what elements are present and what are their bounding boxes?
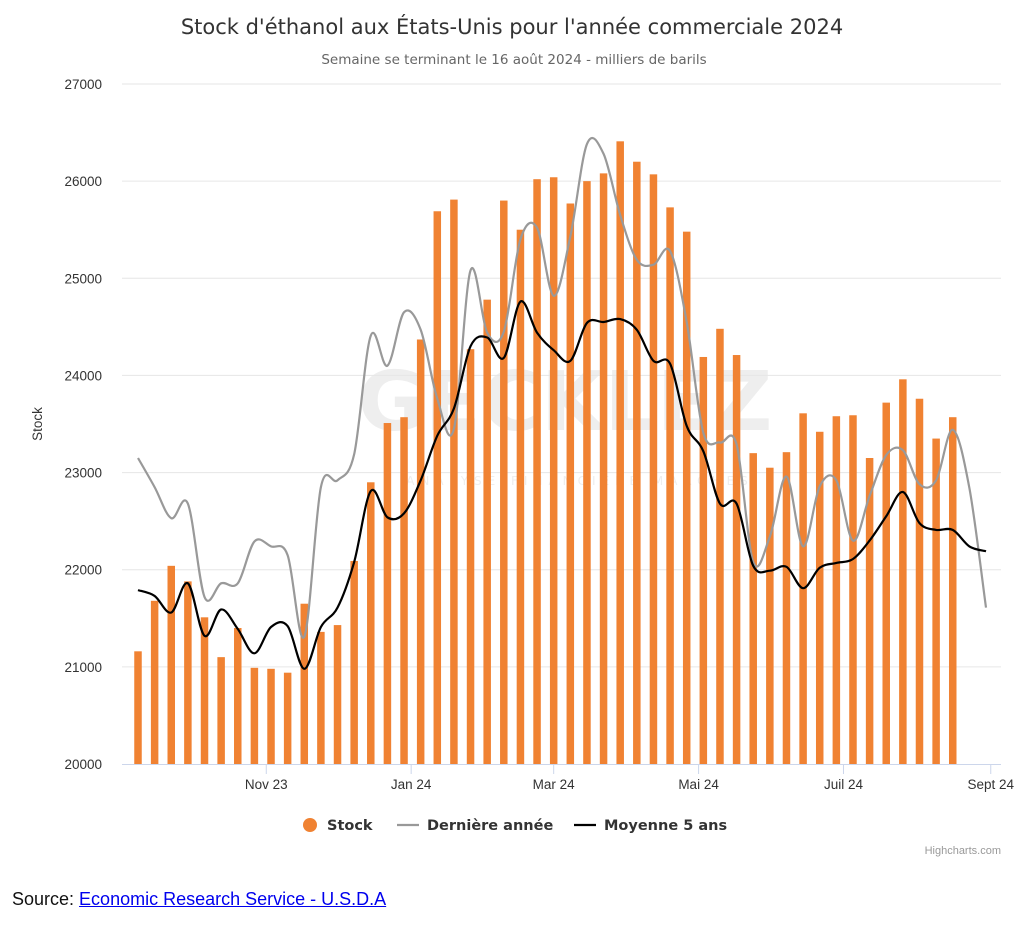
y-tick-label: 21000 bbox=[64, 660, 102, 675]
y-tick-label: 20000 bbox=[64, 757, 102, 772]
stock-bar[interactable] bbox=[549, 177, 558, 764]
legend-item-derniere-annee[interactable]: Dernière année bbox=[397, 818, 553, 834]
stock-bar[interactable] bbox=[466, 349, 475, 764]
stock-bar[interactable] bbox=[516, 229, 525, 764]
chart-subtitle: Semaine se terminant le 16 août 2024 - m… bbox=[321, 52, 706, 68]
stock-bar[interactable] bbox=[616, 141, 624, 765]
y-axis-title: Stock bbox=[30, 407, 45, 441]
stock-bar[interactable] bbox=[649, 174, 658, 765]
stock-bar[interactable] bbox=[732, 355, 741, 764]
stock-bar[interactable] bbox=[716, 328, 724, 764]
stock-bar[interactable] bbox=[533, 179, 541, 764]
stock-bar[interactable] bbox=[766, 467, 774, 764]
stock-bar[interactable] bbox=[150, 600, 159, 764]
stock-bar[interactable] bbox=[682, 231, 691, 764]
stock-bar[interactable] bbox=[599, 173, 608, 764]
source-note: Source: Economic Research Service - U.S.… bbox=[12, 889, 386, 910]
x-tick-label: Mar 24 bbox=[533, 777, 576, 792]
x-axis: Nov 23 Jan 24 Mar 24 Mai 24 Juil 24 Sept 24 bbox=[122, 764, 1015, 792]
stock-bar[interactable] bbox=[184, 581, 192, 764]
derniere-annee-line[interactable] bbox=[137, 137, 988, 639]
legend-item-moyenne-5-ans[interactable]: Moyenne 5 ans bbox=[574, 818, 727, 834]
stock-bar[interactable] bbox=[932, 438, 940, 764]
source-link[interactable]: Economic Research Service - U.S.D.A bbox=[79, 889, 387, 909]
legend-label: Stock bbox=[327, 818, 373, 834]
stock-bar[interactable] bbox=[583, 181, 591, 765]
stock-bar[interactable] bbox=[500, 200, 508, 765]
watermark-tagline: ANALYSE FINANCIERE MARCHES bbox=[406, 474, 754, 488]
x-tick-label: Jan 24 bbox=[391, 777, 432, 792]
stock-bar[interactable] bbox=[317, 631, 325, 764]
legend[interactable]: Stock Dernière année Moyenne 5 ans bbox=[303, 818, 727, 834]
y-tick-label: 27000 bbox=[64, 77, 102, 92]
stock-bar[interactable] bbox=[633, 161, 641, 764]
x-tick-label: Mai 24 bbox=[678, 777, 719, 792]
y-tick-label: 25000 bbox=[64, 271, 102, 286]
stock-bar[interactable] bbox=[383, 423, 392, 764]
stock-bar[interactable] bbox=[948, 417, 957, 764]
stock-bar[interactable] bbox=[217, 657, 225, 764]
legend-item-stock[interactable]: Stock bbox=[303, 818, 373, 834]
y-tick-label: 22000 bbox=[64, 563, 102, 578]
stock-bar[interactable] bbox=[782, 452, 791, 764]
highcharts-credits[interactable]: Highcharts.com bbox=[925, 845, 1001, 857]
stock-bar[interactable] bbox=[267, 668, 275, 764]
legend-label: Moyenne 5 ans bbox=[604, 818, 727, 834]
x-tick-label: Juil 24 bbox=[824, 777, 864, 792]
stock-bar[interactable] bbox=[882, 402, 890, 764]
stock-bar[interactable] bbox=[367, 482, 375, 764]
stock-bar[interactable] bbox=[865, 458, 874, 764]
stock-bar[interactable] bbox=[300, 603, 309, 764]
stock-bar[interactable] bbox=[450, 199, 458, 765]
stock-bar[interactable] bbox=[899, 379, 907, 764]
stock-bar[interactable] bbox=[483, 299, 491, 764]
stock-bar[interactable] bbox=[915, 398, 924, 764]
stock-bar[interactable] bbox=[749, 453, 757, 764]
stock-bar[interactable] bbox=[333, 625, 342, 764]
source-label: Source: bbox=[12, 889, 80, 909]
stock-bar[interactable] bbox=[566, 203, 575, 764]
stock-bars[interactable] bbox=[134, 141, 957, 765]
moyenne-5-ans-line[interactable] bbox=[137, 300, 987, 670]
stock-bar[interactable] bbox=[416, 339, 425, 764]
stock-bar[interactable] bbox=[167, 565, 176, 764]
series-lines[interactable] bbox=[137, 137, 988, 670]
y-axis-ticks: 20000 21000 22000 23000 24000 25000 26000 27000 bbox=[64, 77, 102, 772]
stock-bar[interactable] bbox=[832, 416, 841, 764]
stock-bar[interactable] bbox=[400, 417, 408, 764]
stock-bar[interactable] bbox=[250, 667, 259, 764]
stock-bar[interactable] bbox=[433, 211, 442, 764]
y-tick-label: 24000 bbox=[64, 368, 102, 383]
x-tick-label: Sept 24 bbox=[967, 777, 1014, 792]
x-tick-label: Nov 23 bbox=[245, 777, 288, 792]
stock-bar[interactable] bbox=[350, 560, 358, 764]
stock-bar[interactable] bbox=[666, 207, 674, 764]
y-tick-label: 26000 bbox=[64, 174, 102, 189]
chart-title: Stock d'éthanol aux États-Unis pour l'an… bbox=[181, 14, 843, 39]
chart: GECKLEZ ANALYSE FINANCIERE MARCHES 20000… bbox=[30, 14, 1015, 857]
legend-symbol-dot bbox=[303, 818, 317, 832]
stock-bar[interactable] bbox=[849, 415, 857, 764]
stock-bar[interactable] bbox=[699, 356, 708, 764]
y-tick-label: 23000 bbox=[64, 466, 102, 481]
stock-bar[interactable] bbox=[815, 431, 824, 764]
stock-bar[interactable] bbox=[283, 672, 292, 764]
stock-bar[interactable] bbox=[234, 628, 242, 764]
legend-label: Dernière année bbox=[427, 818, 553, 834]
stock-bar[interactable] bbox=[134, 651, 142, 764]
stock-bar[interactable] bbox=[200, 617, 209, 764]
